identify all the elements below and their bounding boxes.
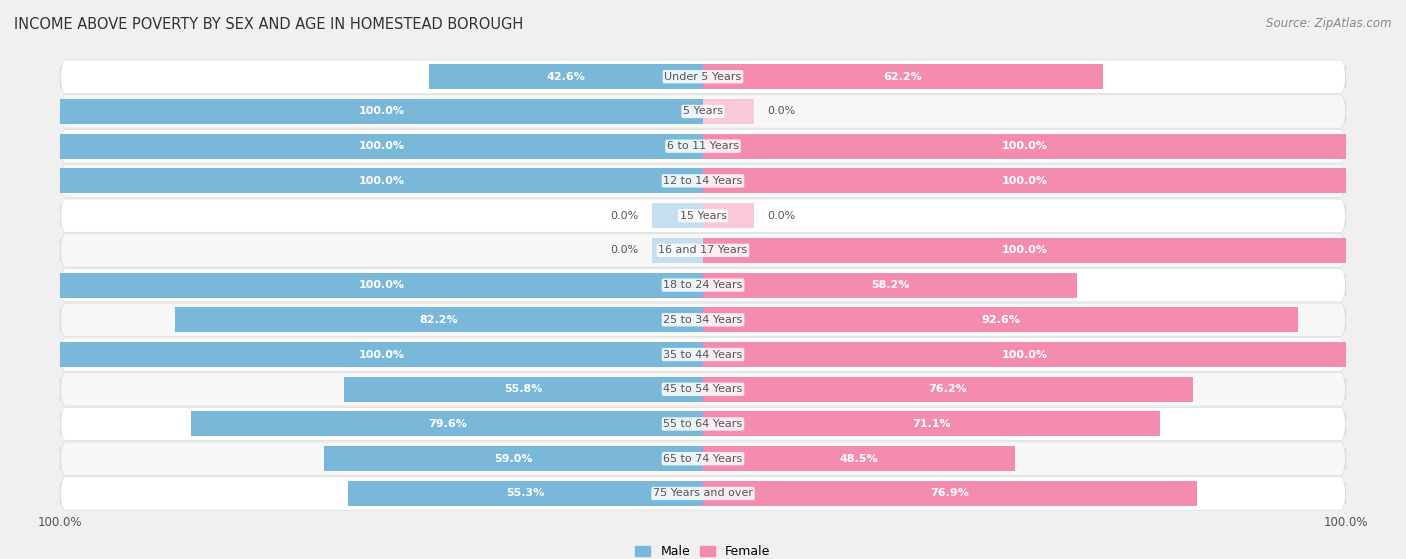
Text: 100.0%: 100.0%	[359, 176, 405, 186]
Bar	[703, 203, 755, 228]
FancyBboxPatch shape	[60, 234, 1346, 267]
FancyBboxPatch shape	[60, 60, 1346, 93]
Bar	[60, 168, 703, 193]
Bar	[703, 64, 1102, 89]
Text: 15 Years: 15 Years	[679, 211, 727, 221]
Text: 62.2%: 62.2%	[883, 72, 922, 82]
Text: 100.0%: 100.0%	[359, 106, 405, 116]
Text: 65 to 74 Years: 65 to 74 Years	[664, 454, 742, 464]
Bar	[347, 481, 703, 506]
Text: 58.2%: 58.2%	[870, 280, 910, 290]
Text: 55 to 64 Years: 55 to 64 Years	[664, 419, 742, 429]
Text: 59.0%: 59.0%	[494, 454, 533, 464]
Bar	[703, 342, 1346, 367]
Bar	[703, 481, 1198, 506]
Bar	[60, 273, 703, 297]
Text: 100.0%: 100.0%	[1001, 176, 1047, 186]
Bar	[323, 446, 703, 471]
Text: 100.0%: 100.0%	[38, 516, 83, 529]
FancyBboxPatch shape	[60, 199, 1346, 233]
Text: INCOME ABOVE POVERTY BY SEX AND AGE IN HOMESTEAD BOROUGH: INCOME ABOVE POVERTY BY SEX AND AGE IN H…	[14, 17, 523, 32]
Text: 100.0%: 100.0%	[359, 280, 405, 290]
Text: Under 5 Years: Under 5 Years	[665, 72, 741, 82]
Text: 48.5%: 48.5%	[839, 454, 879, 464]
Text: 100.0%: 100.0%	[1001, 141, 1047, 151]
Text: 76.9%: 76.9%	[931, 489, 970, 499]
Text: Source: ZipAtlas.com: Source: ZipAtlas.com	[1267, 17, 1392, 30]
Bar	[703, 446, 1015, 471]
Bar	[174, 307, 703, 332]
Text: 79.6%: 79.6%	[427, 419, 467, 429]
Text: 0.0%: 0.0%	[610, 245, 638, 255]
Bar	[703, 411, 1160, 437]
Text: 82.2%: 82.2%	[419, 315, 458, 325]
Text: 6 to 11 Years: 6 to 11 Years	[666, 141, 740, 151]
FancyBboxPatch shape	[60, 408, 1346, 440]
Bar	[60, 134, 703, 159]
FancyBboxPatch shape	[60, 268, 1346, 302]
Legend: Male, Female: Male, Female	[630, 540, 776, 559]
Text: 100.0%: 100.0%	[359, 349, 405, 359]
Bar	[703, 377, 1192, 402]
Bar	[703, 273, 1077, 297]
Text: 75 Years and over: 75 Years and over	[652, 489, 754, 499]
Text: 76.2%: 76.2%	[928, 384, 967, 394]
Bar	[60, 99, 703, 124]
Bar	[703, 134, 1346, 159]
FancyBboxPatch shape	[60, 164, 1346, 197]
Text: 55.3%: 55.3%	[506, 489, 544, 499]
Bar	[191, 411, 703, 437]
FancyBboxPatch shape	[60, 338, 1346, 371]
Text: 100.0%: 100.0%	[1001, 245, 1047, 255]
Bar	[651, 203, 703, 228]
Text: 71.1%: 71.1%	[912, 419, 950, 429]
FancyBboxPatch shape	[60, 130, 1346, 163]
Text: 0.0%: 0.0%	[768, 211, 796, 221]
Bar	[703, 307, 1298, 332]
Text: 55.8%: 55.8%	[505, 384, 543, 394]
Text: 25 to 34 Years: 25 to 34 Years	[664, 315, 742, 325]
Bar	[651, 238, 703, 263]
Bar	[703, 238, 1346, 263]
Text: 0.0%: 0.0%	[610, 211, 638, 221]
Text: 100.0%: 100.0%	[359, 141, 405, 151]
Text: 5 Years: 5 Years	[683, 106, 723, 116]
Text: 0.0%: 0.0%	[768, 106, 796, 116]
FancyBboxPatch shape	[60, 95, 1346, 128]
FancyBboxPatch shape	[60, 303, 1346, 337]
FancyBboxPatch shape	[60, 442, 1346, 475]
Bar	[429, 64, 703, 89]
Text: 12 to 14 Years: 12 to 14 Years	[664, 176, 742, 186]
Text: 18 to 24 Years: 18 to 24 Years	[664, 280, 742, 290]
Bar	[344, 377, 703, 402]
Text: 16 and 17 Years: 16 and 17 Years	[658, 245, 748, 255]
Bar	[703, 168, 1346, 193]
Bar	[60, 342, 703, 367]
Text: 42.6%: 42.6%	[547, 72, 585, 82]
FancyBboxPatch shape	[60, 373, 1346, 406]
Text: 35 to 44 Years: 35 to 44 Years	[664, 349, 742, 359]
FancyBboxPatch shape	[60, 477, 1346, 510]
Text: 45 to 54 Years: 45 to 54 Years	[664, 384, 742, 394]
Text: 100.0%: 100.0%	[1001, 349, 1047, 359]
Text: 92.6%: 92.6%	[981, 315, 1019, 325]
Text: 100.0%: 100.0%	[1323, 516, 1368, 529]
Bar	[703, 99, 755, 124]
